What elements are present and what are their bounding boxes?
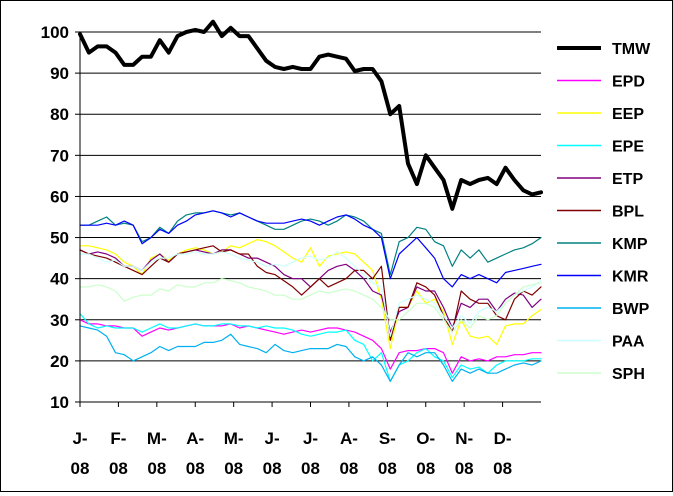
x-tick-label-year: 08 (378, 459, 397, 478)
x-tick-label-year: 08 (71, 459, 90, 478)
y-tick-label: 50 (50, 229, 69, 248)
x-tick-label: A- 08 (186, 429, 205, 478)
legend-item-epd: EPD (557, 74, 645, 91)
y-tick-label: 30 (50, 311, 69, 330)
legend-label: EPD (612, 74, 645, 91)
legend-label: KMR (612, 269, 649, 286)
x-tick-label-year: 08 (416, 459, 435, 478)
y-tick-label: 20 (50, 352, 69, 371)
x-tick-label-month: J- (72, 429, 87, 448)
x-tick-label-month: J- (265, 429, 280, 448)
legend-item-epe: EPE (557, 139, 644, 156)
legend-item-eep: EEP (557, 106, 644, 123)
x-tick-label-month: F- (110, 429, 126, 448)
y-tick-label: 90 (50, 64, 69, 83)
legend-label: EEP (612, 106, 644, 123)
legend-item-kmr: KMR (557, 269, 649, 286)
x-tick-label-year: 08 (339, 459, 358, 478)
gridlines (80, 31, 541, 362)
x-tick-label: M- 08 (224, 429, 244, 478)
x-tick-label: M- 08 (147, 429, 167, 478)
x-tick-label: J- 08 (263, 429, 282, 478)
series-line-epe (79, 313, 542, 382)
legend-label: BWP (612, 301, 650, 318)
y-tick-label: 100 (41, 23, 69, 42)
legend-item-bwp: BWP (557, 301, 650, 318)
x-tick-label-month: N- (455, 429, 473, 448)
x-tick-label-year: 08 (109, 459, 128, 478)
x-tick-label-month: M- (224, 429, 244, 448)
x-tick-label-year: 08 (493, 459, 512, 478)
x-tick-label-year: 08 (224, 459, 243, 478)
series-line-kmr (79, 210, 542, 288)
x-tick-label-month: O- (416, 429, 435, 448)
y-tick-label: 40 (50, 270, 69, 289)
legend-item-paa: PAA (557, 334, 645, 351)
x-tick-label-month: J- (303, 429, 318, 448)
legend-label: SPH (612, 366, 645, 383)
x-tick-label: A- 08 (339, 429, 358, 478)
legend-label: PAA (612, 334, 645, 351)
x-tick-label: F- 08 (109, 429, 128, 478)
legend: TMW EPD EEP EPE ETP BPL KMP KMR BWP PAA SPH (557, 41, 651, 383)
x-axis-ticks: J- 08 F- 08 M- 08 A- 08 M- 08 J- 08 J- 08 A- 08 S- 08 O- 08… (71, 402, 512, 478)
legend-label: TMW (612, 41, 651, 58)
y-tick-label: 10 (50, 393, 69, 412)
legend-item-kmp: KMP (557, 236, 648, 253)
y-axis-ticks: 10 20 30 40 50 60 70 80 90 100 (41, 23, 80, 412)
series-line-tmw (78, 19, 543, 211)
legend-item-sph: SPH (557, 366, 645, 383)
x-tick-label: J- 08 (71, 429, 90, 478)
x-tick-label: D- 08 (493, 429, 512, 478)
legend-label: EPE (612, 139, 644, 156)
x-tick-label-month: D- (494, 429, 512, 448)
axes (79, 32, 541, 403)
x-tick-label-year: 08 (455, 459, 474, 478)
series-line-bwp (79, 325, 542, 382)
y-tick-label: 70 (50, 146, 69, 165)
x-tick-label-year: 08 (147, 459, 166, 478)
legend-item-bpl: BPL (557, 204, 644, 221)
x-tick-label-month: S- (379, 429, 396, 448)
series-lines (78, 19, 543, 382)
series-line-kmp (79, 210, 542, 276)
x-tick-label-month: A- (186, 429, 204, 448)
legend-item-etp: ETP (557, 171, 643, 188)
x-tick-label-year: 08 (263, 459, 282, 478)
legend-label: ETP (612, 171, 643, 188)
y-tick-label: 60 (50, 187, 69, 206)
x-tick-label-year: 08 (301, 459, 320, 478)
legend-label: KMP (612, 236, 648, 253)
x-tick-label: N- 08 (455, 429, 474, 478)
series-line-epd (79, 319, 542, 374)
y-tick-label: 80 (50, 105, 69, 124)
x-tick-label-year: 08 (186, 459, 205, 478)
series-line-bpl (79, 245, 542, 341)
series-line-paa (79, 251, 542, 337)
x-tick-label-month: M- (147, 429, 167, 448)
series-line-sph (79, 278, 542, 333)
legend-label: BPL (612, 204, 644, 221)
x-tick-label: J- 08 (301, 429, 320, 478)
x-tick-label: S- 08 (378, 429, 397, 478)
x-tick-label: O- 08 (416, 429, 435, 478)
x-tick-label-month: A- (340, 429, 358, 448)
legend-item-tmw: TMW (557, 41, 651, 58)
